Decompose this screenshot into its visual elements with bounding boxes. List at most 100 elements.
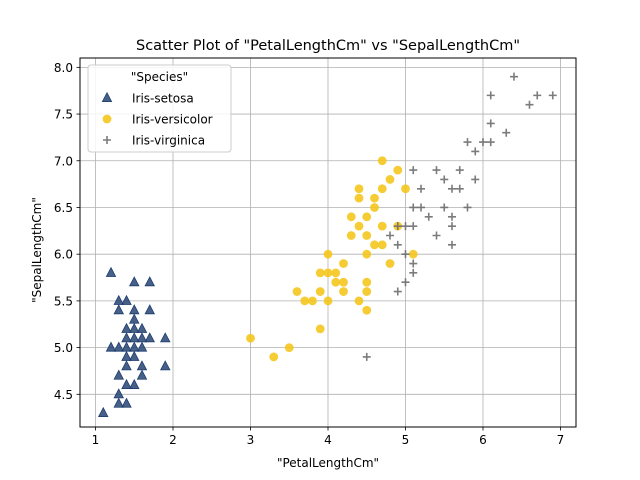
data-point — [323, 296, 333, 306]
data-point — [346, 212, 356, 222]
legend-marker — [102, 114, 112, 124]
data-point — [323, 249, 333, 259]
data-point — [362, 287, 372, 296]
data-point — [144, 276, 156, 287]
data-point — [354, 193, 364, 203]
data-point — [121, 294, 132, 305]
x-axis-label: "PetalLengthCm" — [277, 456, 379, 470]
data-point — [105, 341, 117, 352]
data-point — [113, 388, 125, 399]
data-point — [121, 332, 132, 343]
data-point — [362, 352, 371, 361]
data-point — [128, 378, 140, 389]
data-point — [136, 322, 148, 333]
data-point — [393, 165, 403, 175]
data-point — [339, 259, 348, 268]
data-point — [448, 212, 456, 221]
series-iris-virginica — [362, 72, 557, 361]
series-iris-setosa — [97, 266, 171, 417]
series-layer — [97, 72, 557, 417]
data-point — [401, 278, 410, 287]
data-point — [455, 166, 464, 175]
legend-marker — [101, 91, 113, 102]
x-tick-label: 1 — [92, 433, 100, 447]
data-point — [417, 203, 425, 212]
y-tick-label: 5.0 — [54, 341, 73, 355]
x-tick-label: 7 — [557, 433, 565, 447]
data-point — [121, 378, 132, 389]
legend-box — [87, 64, 232, 153]
data-point — [159, 332, 171, 343]
data-point — [362, 231, 372, 240]
data-point — [548, 91, 557, 100]
y-axis-label: "SepalLengthCm" — [30, 197, 44, 303]
legend-entry-label: Iris-versicolor — [132, 113, 213, 127]
data-point — [377, 156, 387, 166]
data-point — [432, 231, 441, 240]
data-point — [159, 360, 171, 371]
y-tick-label: 7.0 — [54, 154, 73, 168]
data-point — [471, 147, 480, 156]
data-point — [385, 175, 395, 184]
x-tick-label: 3 — [247, 433, 255, 447]
data-point — [97, 406, 109, 417]
data-point — [105, 266, 117, 277]
data-point — [346, 231, 356, 240]
data-point — [315, 324, 325, 334]
data-point — [331, 277, 341, 287]
data-point — [323, 268, 333, 278]
data-point — [455, 184, 464, 193]
tick-layer: 1 2 3 4 5 6 7 4.5 5.0 5.5 6.0 6.5 7.0 7.5 8.0 — [54, 61, 564, 447]
data-point — [144, 304, 156, 315]
data-point — [432, 166, 441, 175]
data-point — [448, 240, 456, 249]
legend: "Species" Iris-setosa Iris-versicolor Iris-… — [87, 64, 232, 153]
data-point — [128, 304, 140, 315]
data-point — [331, 268, 341, 278]
data-point — [362, 277, 372, 287]
data-point — [362, 249, 372, 259]
grid-layer — [80, 58, 576, 427]
legend-entry-label: Iris-setosa — [132, 92, 194, 106]
data-point — [308, 296, 317, 306]
data-point — [393, 287, 402, 296]
data-point — [409, 268, 418, 277]
data-point — [417, 184, 425, 193]
data-point — [121, 360, 132, 371]
data-point — [409, 222, 418, 231]
data-point — [440, 203, 449, 212]
data-point — [121, 322, 132, 333]
data-point — [136, 360, 148, 371]
data-point — [448, 184, 456, 193]
data-point — [393, 222, 402, 231]
y-tick-label: 6.0 — [54, 248, 73, 262]
data-point — [486, 138, 495, 147]
data-point — [385, 259, 395, 268]
x-tick-label: 4 — [324, 433, 332, 447]
data-point — [128, 332, 140, 343]
data-point — [136, 341, 148, 352]
data-point — [136, 369, 148, 380]
data-point — [354, 296, 364, 306]
data-point — [113, 341, 125, 352]
data-point — [292, 287, 302, 296]
data-point — [463, 138, 472, 147]
data-point — [479, 138, 487, 147]
data-point — [269, 352, 279, 362]
y-tick-label: 8.0 — [54, 61, 73, 75]
data-point — [401, 250, 410, 259]
data-point — [386, 231, 394, 240]
data-point — [362, 305, 372, 315]
data-point — [448, 222, 456, 231]
data-point — [486, 119, 495, 128]
x-tick-label: 6 — [479, 433, 487, 447]
data-point — [370, 193, 379, 203]
data-point — [284, 343, 294, 352]
data-point — [315, 268, 325, 278]
data-point — [502, 128, 511, 137]
data-point — [401, 222, 410, 231]
data-point — [113, 304, 125, 315]
data-point — [339, 287, 348, 296]
data-point — [408, 249, 418, 259]
